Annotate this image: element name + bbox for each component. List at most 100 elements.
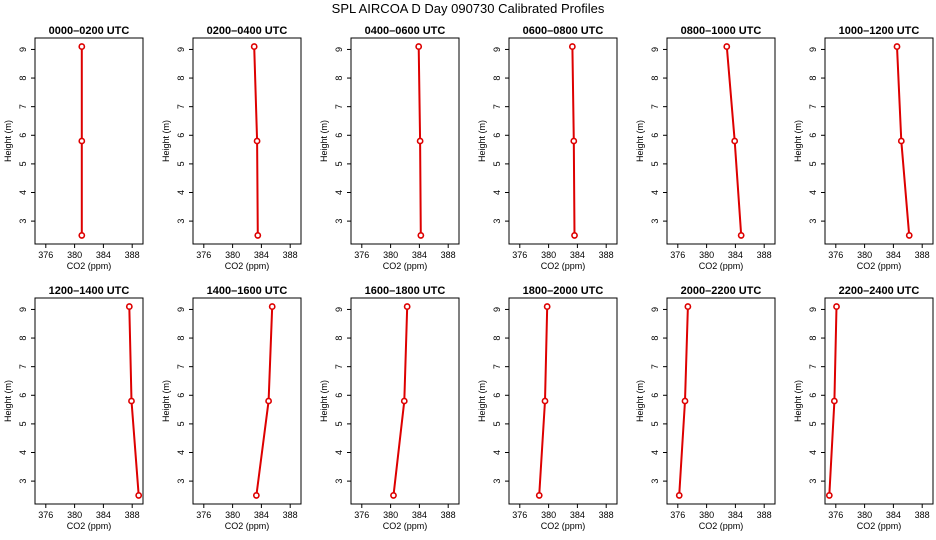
data-point bbox=[684, 303, 692, 310]
data-point bbox=[675, 492, 683, 499]
data-point bbox=[535, 492, 543, 499]
x-tick-label: 384 bbox=[412, 250, 427, 260]
data-point bbox=[905, 232, 913, 239]
y-tick-label: 7 bbox=[492, 364, 502, 369]
plot-frame bbox=[508, 297, 618, 505]
y-tick-label: 5 bbox=[334, 161, 344, 166]
x-tick-label: 376 bbox=[670, 250, 685, 260]
x-tick-label: 380 bbox=[67, 250, 82, 260]
plot-frame bbox=[666, 297, 776, 505]
figure-title: SPL AIRCOA D Day 090730 Calibrated Profi… bbox=[332, 1, 605, 16]
y-tick-label: 7 bbox=[334, 104, 344, 109]
data-point bbox=[543, 303, 551, 310]
x-tick-label: 384 bbox=[96, 250, 111, 260]
x-tick-label: 380 bbox=[541, 510, 556, 520]
chart-panel: 2000–2200 UTC 376 380 384 388 CO2 (ppm) 3 4 5 6 7 8… bbox=[635, 285, 776, 531]
y-tick-label: 5 bbox=[176, 161, 186, 166]
y-tick-label: 5 bbox=[808, 161, 818, 166]
y-tick-label: 5 bbox=[492, 421, 502, 426]
y-tick-label: 8 bbox=[492, 336, 502, 341]
y-tick-label: 4 bbox=[808, 190, 818, 195]
y-tick-label: 8 bbox=[18, 76, 28, 81]
y-tick-label: 5 bbox=[18, 161, 28, 166]
data-point bbox=[128, 397, 135, 405]
panel-title: 1600–1800 UTC bbox=[365, 285, 446, 297]
x-axis-label: CO2 (ppm) bbox=[857, 261, 902, 271]
y-tick-label: 9 bbox=[650, 47, 660, 52]
chart-panel: 1400–1600 UTC 376 380 384 388 CO2 (ppm) 3 4 5 6 7 8… bbox=[161, 285, 302, 531]
y-tick-label: 8 bbox=[176, 76, 186, 81]
y-tick-label: 4 bbox=[492, 450, 502, 455]
y-tick-label: 4 bbox=[808, 450, 818, 455]
y-tick-label: 8 bbox=[808, 76, 818, 81]
x-tick-label: 388 bbox=[599, 510, 614, 520]
y-tick-label: 9 bbox=[176, 47, 186, 52]
y-tick-label: 9 bbox=[18, 307, 28, 312]
y-tick-label: 3 bbox=[176, 479, 186, 484]
chart-panel: 0800–1000 UTC 376 380 384 388 CO2 (ppm) 3 4 5 6 7 8… bbox=[635, 25, 776, 271]
data-point bbox=[125, 303, 133, 310]
chart-panel: 0200–0400 UTC 376 380 384 388 CO2 (ppm) 3 4 5 6 7 8… bbox=[161, 25, 302, 271]
y-tick-label: 5 bbox=[808, 421, 818, 426]
x-tick-label: 380 bbox=[541, 250, 556, 260]
y-tick-label: 7 bbox=[176, 104, 186, 109]
chart-panel: 2200–2400 UTC 376 380 384 388 CO2 (ppm) 3 4 5 6 7 8… bbox=[793, 285, 934, 531]
plot-frame bbox=[824, 37, 934, 245]
chart-panel: 1800–2000 UTC 376 380 384 388 CO2 (ppm) 3 4 5 6 7 8… bbox=[477, 285, 618, 531]
x-tick-label: 380 bbox=[857, 250, 872, 260]
y-tick-label: 7 bbox=[808, 364, 818, 369]
panel-title: 1400–1600 UTC bbox=[207, 285, 288, 297]
x-tick-label: 376 bbox=[196, 250, 211, 260]
x-tick-label: 384 bbox=[96, 510, 111, 520]
x-axis-label: CO2 (ppm) bbox=[699, 521, 744, 531]
x-tick-label: 380 bbox=[225, 250, 240, 260]
data-point bbox=[723, 43, 731, 50]
x-tick-label: 384 bbox=[254, 250, 269, 260]
y-tick-label: 4 bbox=[18, 450, 28, 455]
y-tick-label: 4 bbox=[492, 190, 502, 195]
data-point bbox=[570, 137, 578, 145]
plot-frame bbox=[192, 297, 302, 505]
y-tick-label: 4 bbox=[650, 450, 660, 455]
data-point bbox=[541, 397, 549, 405]
x-tick-label: 388 bbox=[125, 250, 140, 260]
chart-panel: 1600–1800 UTC 376 380 384 388 CO2 (ppm) 3 4 5 6 7 8… bbox=[319, 285, 460, 531]
y-tick-label: 8 bbox=[334, 336, 344, 341]
data-point bbox=[252, 492, 260, 499]
x-axis-label: CO2 (ppm) bbox=[383, 521, 428, 531]
x-axis-label: CO2 (ppm) bbox=[67, 261, 112, 271]
x-tick-label: 380 bbox=[699, 250, 714, 260]
data-point bbox=[893, 43, 901, 50]
y-tick-label: 5 bbox=[492, 161, 502, 166]
chart-panel: 1200–1400 UTC 376 380 384 388 CO2 (ppm) 3 4 5 6 7 8… bbox=[3, 285, 144, 531]
x-axis-label: CO2 (ppm) bbox=[225, 521, 270, 531]
y-tick-label: 5 bbox=[334, 421, 344, 426]
y-tick-label: 9 bbox=[492, 47, 502, 52]
y-tick-label: 3 bbox=[176, 219, 186, 224]
data-point bbox=[568, 43, 576, 50]
y-tick-label: 6 bbox=[334, 133, 344, 138]
y-tick-label: 6 bbox=[492, 393, 502, 398]
panel-title: 2000–2200 UTC bbox=[681, 285, 762, 297]
x-tick-label: 388 bbox=[441, 250, 456, 260]
x-axis-label: CO2 (ppm) bbox=[857, 521, 902, 531]
y-tick-label: 7 bbox=[650, 364, 660, 369]
y-tick-label: 3 bbox=[334, 219, 344, 224]
panel-title: 0400–0600 UTC bbox=[365, 25, 446, 37]
y-tick-label: 9 bbox=[334, 307, 344, 312]
y-tick-label: 9 bbox=[18, 47, 28, 52]
x-tick-label: 380 bbox=[383, 510, 398, 520]
y-tick-label: 8 bbox=[650, 336, 660, 341]
data-point bbox=[78, 43, 86, 50]
y-tick-label: 9 bbox=[808, 47, 818, 52]
x-axis-label: CO2 (ppm) bbox=[541, 521, 586, 531]
y-axis-label: Height (m) bbox=[161, 380, 171, 422]
x-tick-label: 376 bbox=[670, 510, 685, 520]
data-point bbox=[78, 232, 86, 239]
y-tick-label: 8 bbox=[492, 76, 502, 81]
data-point bbox=[417, 232, 425, 239]
x-tick-label: 376 bbox=[38, 250, 53, 260]
x-tick-label: 384 bbox=[886, 510, 901, 520]
y-tick-label: 7 bbox=[18, 104, 28, 109]
